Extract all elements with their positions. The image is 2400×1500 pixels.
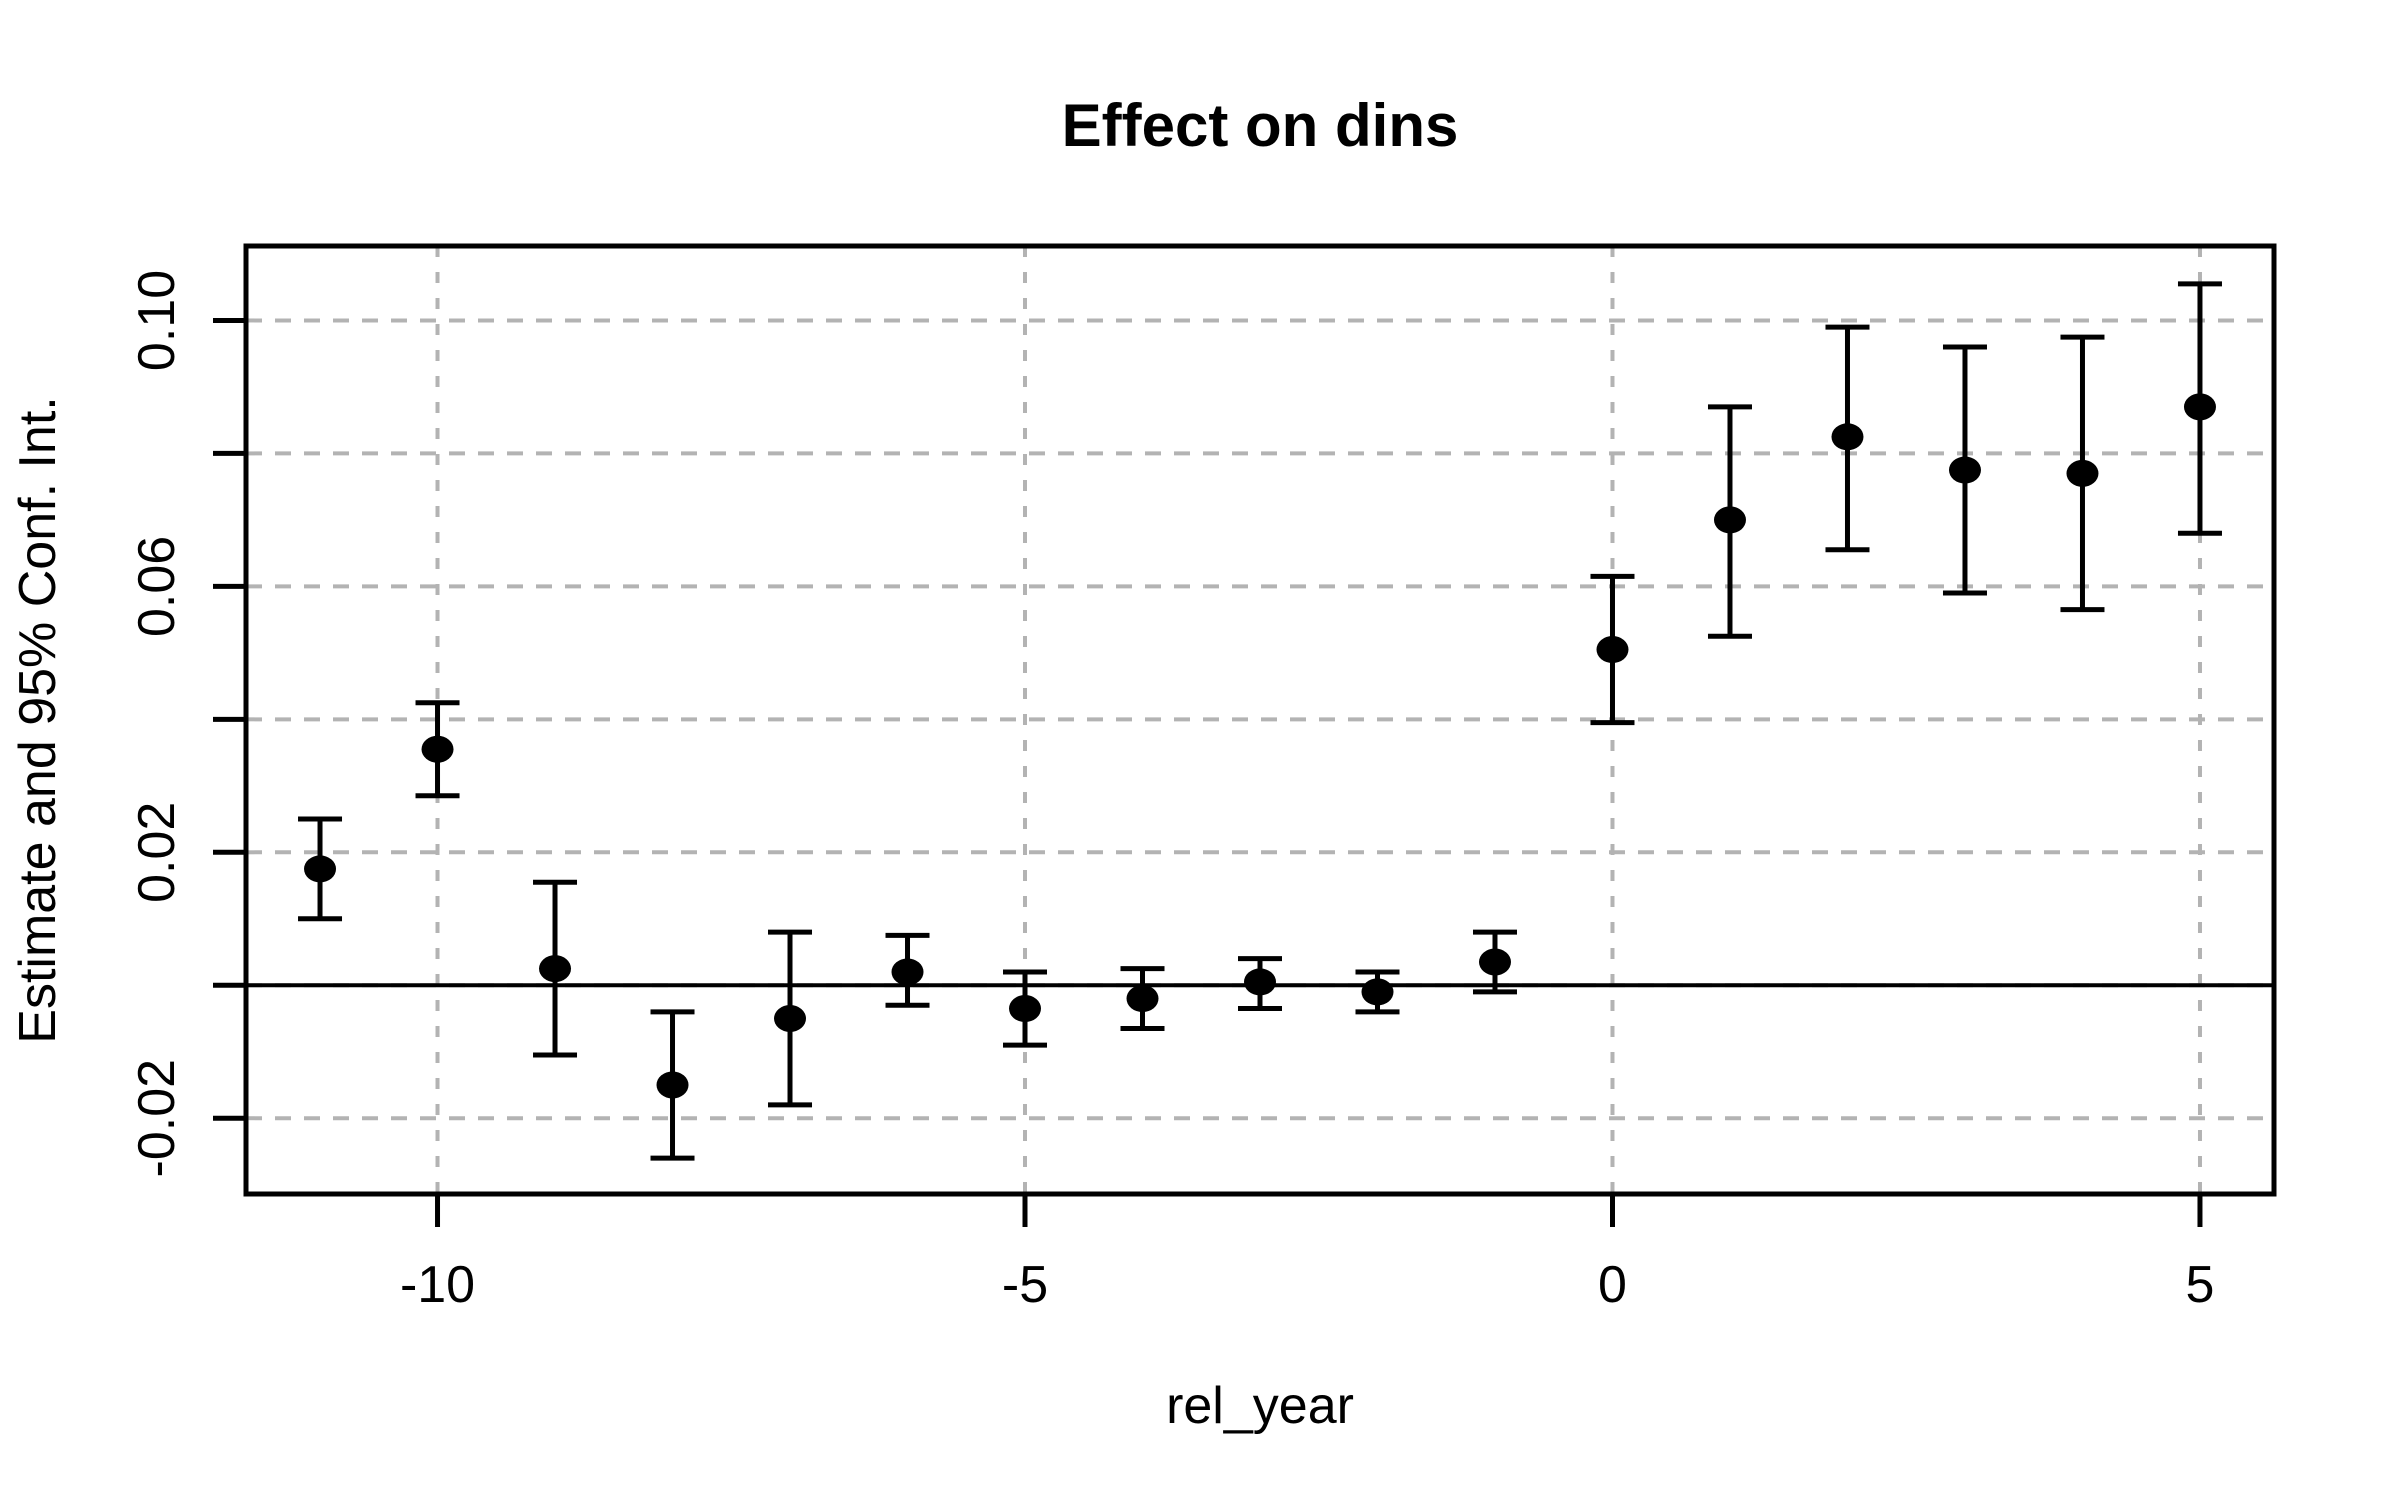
- y-tick-label: 0.06: [128, 536, 186, 637]
- data-point: [1244, 968, 1276, 996]
- data-point: [774, 1004, 807, 1032]
- data-point: [1831, 423, 1864, 451]
- data-point: [2183, 393, 2216, 421]
- data-point: [891, 958, 924, 986]
- data-point: [1948, 456, 1981, 484]
- y-axis-label: Estimate and 95% Conf. Int.: [9, 396, 67, 1043]
- x-axis-label: rel_year: [1166, 1377, 1354, 1435]
- data-point: [1361, 978, 1394, 1006]
- data-point: [1478, 948, 1511, 976]
- axes-layer: [213, 243, 2277, 1227]
- x-tick-label: 5: [2186, 1256, 2215, 1314]
- data-point: [304, 855, 337, 883]
- data-point: [1009, 995, 1042, 1023]
- chart-title: Effect on dins: [1062, 92, 1459, 159]
- y-tick-label: 0.10: [128, 270, 186, 371]
- data-point: [2066, 459, 2099, 487]
- data-point: [421, 735, 454, 763]
- data-points-layer: [304, 393, 2216, 1099]
- tick-labels-layer: -10 -5 0 5 -0.02 0.02 0.06 0.10: [128, 270, 2214, 1314]
- x-tick-label: 0: [1598, 1256, 1627, 1314]
- data-point: [1713, 506, 1746, 534]
- x-tick-label: -10: [400, 1256, 475, 1314]
- x-tick-label: -5: [1002, 1256, 1048, 1314]
- data-point: [1596, 636, 1629, 664]
- data-point: [1126, 985, 1159, 1013]
- y-tick-label: 0.02: [128, 802, 186, 903]
- data-point: [539, 955, 572, 983]
- y-tick-label: -0.02: [128, 1059, 186, 1178]
- data-point: [656, 1071, 689, 1099]
